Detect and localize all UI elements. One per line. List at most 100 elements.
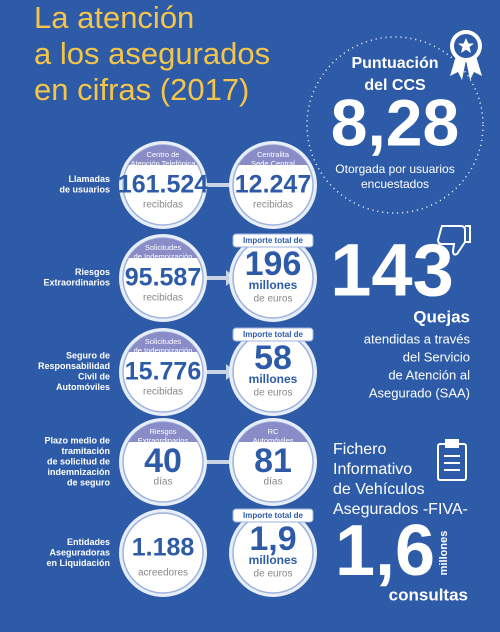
circle-unit: recibidas: [143, 200, 183, 211]
circle-header-text: Riesgos: [149, 427, 176, 436]
clipboard-icon: [437, 439, 467, 481]
circle-header-text: de Indemnización: [134, 346, 193, 355]
circle-unit: días: [154, 477, 173, 488]
title-line: La atención: [34, 0, 194, 35]
circle-unit: de euros: [254, 294, 293, 305]
circle-header-text: Sede Central: [251, 159, 295, 168]
title-line: en cifras (2017): [34, 72, 249, 107]
circle-unit: de euros: [254, 388, 293, 399]
row-label: Seguro de: [66, 351, 110, 361]
tag-box: [232, 508, 314, 523]
circle-unit: millones: [249, 278, 298, 292]
fiva-title: Fichero: [333, 441, 386, 458]
circle-value: 12.247: [235, 171, 311, 199]
circle-value: 1.188: [132, 534, 195, 562]
fiva-label: consultas: [389, 585, 468, 604]
circle-unit: días: [264, 477, 283, 488]
row-label: Riesgos: [75, 267, 110, 277]
row-label: indemnización: [47, 467, 110, 477]
score-label: del CCS: [364, 77, 426, 94]
connector: [200, 276, 236, 280]
circle-header: [128, 422, 198, 442]
score-label: Puntuación: [351, 55, 438, 72]
circle-header: [238, 422, 308, 442]
row-label: Aseguradoras: [49, 547, 110, 557]
complaints-text: Asegurado (SAA): [369, 385, 470, 400]
score-caption: encuestados: [361, 177, 429, 191]
circle-value: 161.524: [118, 171, 208, 199]
circle-header: [128, 332, 198, 352]
stat-circle: 1.188 acreedores: [119, 509, 207, 597]
circle-header-text: RC: [268, 427, 279, 436]
circle-header-text: Centralita: [257, 150, 290, 159]
fiva-value: 1,6: [335, 511, 435, 591]
complaints-text: del Servicio: [403, 349, 470, 364]
tag-text: Importe total de: [243, 236, 304, 245]
row-label: Llamadas: [68, 174, 110, 184]
tag-box: [232, 327, 314, 342]
circle-value: 40: [144, 442, 182, 480]
circle-unit: recibidas: [143, 293, 183, 304]
circle-header-text: Automóviles: [253, 436, 294, 445]
circle-header-text: Centro de: [147, 150, 180, 159]
circle-body: [122, 512, 204, 594]
tag-text: Importe total de: [243, 330, 304, 339]
tag-text: Importe total de: [243, 511, 304, 520]
fiva-title: Informativo: [333, 461, 412, 478]
row-label: tramitación: [61, 446, 110, 456]
row-label: Civil de: [78, 372, 110, 382]
row-label: Responsabilidad: [38, 361, 110, 371]
circle-header-text: Atención Telefónica: [131, 159, 197, 168]
fiva-unit: millones: [438, 531, 450, 576]
circle-unit: de euros: [254, 569, 293, 580]
row-label: de seguro: [67, 477, 111, 487]
circle-value: 81: [254, 442, 292, 480]
connector: [200, 183, 236, 187]
award-icon: [450, 30, 482, 80]
circle-value: 95.587: [125, 264, 201, 292]
complaints-value: 143: [330, 229, 453, 312]
circle-header: [238, 145, 308, 165]
score-caption: Otorgada por usuarios: [335, 162, 454, 176]
title-line: a los asegurados: [34, 36, 270, 71]
connector: [200, 460, 236, 464]
circle-header-text: Solicitudes: [145, 337, 182, 346]
row-label: de usuarios: [59, 185, 110, 195]
circle-value: 58: [254, 339, 292, 377]
complaints-label: Quejas: [413, 307, 470, 326]
thumbs-down-icon: [436, 225, 471, 256]
row-label: Plazo medio de: [44, 435, 110, 445]
row-label: de solicitud de: [47, 456, 110, 466]
circle-header: [128, 238, 198, 258]
circle-value: 196: [245, 245, 302, 283]
circle-value: 15.776: [125, 358, 201, 386]
tag-box: [232, 233, 314, 248]
connector: [200, 370, 236, 374]
circle-header: [128, 145, 198, 165]
circle-value: 1,9: [249, 520, 296, 558]
row-label: en Liquidación: [46, 558, 110, 568]
circle-header-text: de Indemnización: [134, 252, 193, 261]
complaints-text: atendidas a través: [364, 331, 471, 346]
circle-unit: millones: [249, 553, 298, 567]
circle-header-text: Solicitudes: [145, 243, 182, 252]
circle-unit: acreedores: [138, 568, 188, 579]
row-label: Automóviles: [56, 382, 110, 392]
circle-unit: millones: [249, 372, 298, 386]
circle-unit: recibidas: [253, 200, 293, 211]
row-label: Extraordinarios: [43, 278, 110, 288]
fiva-title: Asegurados -FIVA-: [333, 501, 468, 518]
score-ring: [306, 36, 484, 214]
circle-header-text: Extraordinarios: [138, 436, 189, 445]
